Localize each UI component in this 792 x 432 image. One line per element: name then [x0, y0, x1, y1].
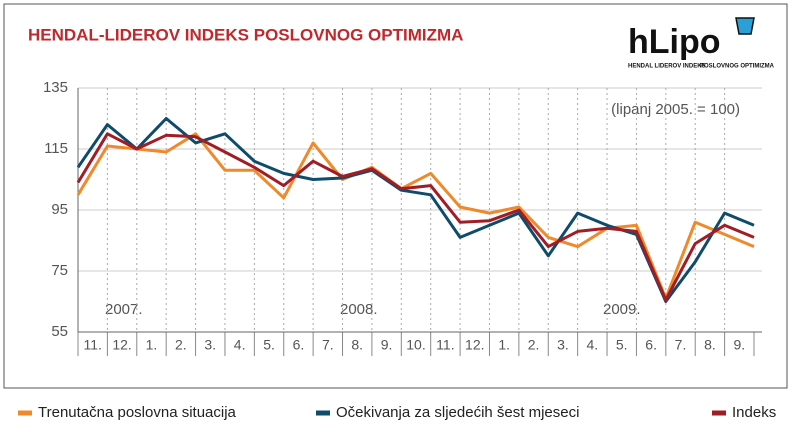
series-line	[76, 132, 755, 302]
note: (lipanj 2005. = 100)	[611, 101, 740, 118]
x-tick-label: 9.	[381, 337, 393, 353]
logo-line1: HENDAL LIDEROV INDEKS	[628, 64, 706, 70]
legend-label: Indeks	[732, 404, 776, 421]
logo-icon	[735, 17, 755, 35]
y-tick-label: 75	[51, 262, 68, 279]
x-tick-label: 12.	[465, 337, 484, 353]
x-tick-label: 7.	[675, 337, 687, 353]
x-tick-label: 12.	[112, 337, 131, 353]
x-tick-label: 10.	[406, 337, 425, 353]
x-tick-label: 5.	[263, 337, 275, 353]
x-tick-label: 3.	[557, 337, 569, 353]
logo-line2: POSLOVNOG OPTIMIZMA	[700, 64, 775, 70]
y-tick-label: 115	[44, 140, 68, 157]
x-tick-label: 7.	[322, 337, 334, 353]
y-tick-label: 95	[51, 201, 68, 218]
x-tick-label: 3.	[204, 337, 216, 353]
legend-label: Trenutačna poslovna situacija	[38, 404, 237, 421]
year-label: 2009.	[603, 301, 641, 318]
chart-title: HENDAL-LIDEROV INDEKS POSLOVNOG OPTIMIZM…	[28, 25, 463, 44]
x-tick-label: 6.	[293, 337, 305, 353]
x-tick-label: 8.	[351, 337, 363, 353]
chart-frame	[3, 3, 788, 389]
logo-name: hLipo	[628, 23, 721, 61]
x-tick-label: 11.	[83, 337, 101, 353]
x-tick-label: 5.	[616, 337, 628, 353]
x-tick-label: 4.	[587, 337, 599, 353]
x-tick-label: 9.	[733, 337, 745, 353]
y-tick-label: 135	[43, 79, 68, 96]
x-tick-label: 2.	[528, 337, 540, 353]
x-tick-label: 6.	[645, 337, 657, 353]
year-label: 2008.	[340, 301, 378, 318]
x-tick-label: 2.	[175, 337, 187, 353]
y-tick-label: 55	[51, 323, 68, 340]
x-tick-label: 8.	[704, 337, 716, 353]
x-tick-label: 1.	[498, 337, 510, 353]
x-tick-label: 11.	[436, 337, 454, 353]
year-label: 2007.	[105, 301, 143, 318]
x-tick-label: 4.	[234, 337, 246, 353]
legend-label: Očekivanja za sljedećih šest mjeseci	[336, 404, 579, 421]
x-tick-label: 1.	[146, 337, 158, 353]
